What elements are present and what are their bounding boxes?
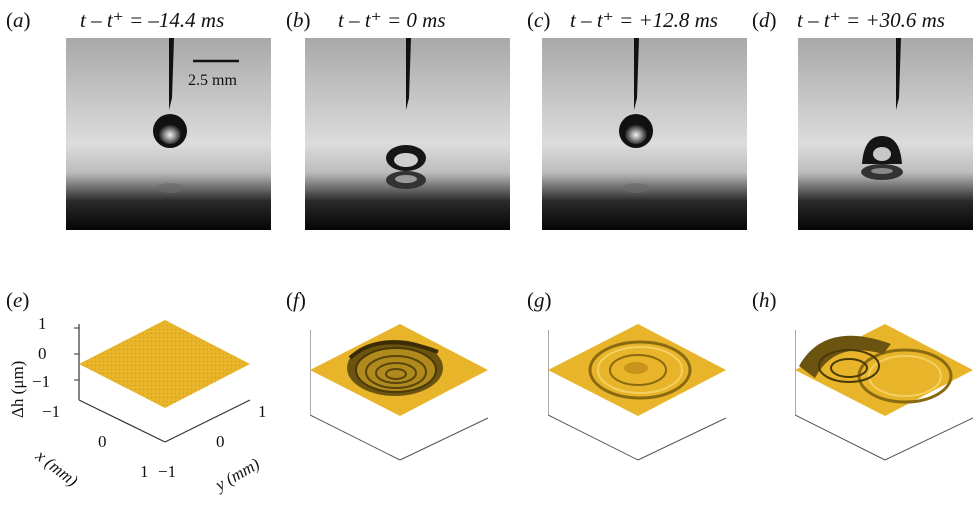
surface-plot-f — [310, 324, 489, 461]
x-tick-0: 0 — [98, 432, 107, 451]
y-tick-neg1: −1 — [158, 462, 177, 481]
panel-label-d: (d) — [752, 8, 777, 32]
drop-photo-d — [798, 38, 973, 230]
surface-plot-e — [74, 320, 251, 443]
x-axis-line — [78, 399, 166, 443]
z-tick-1: 1 — [38, 314, 47, 333]
surface-plot-h — [795, 324, 973, 461]
panel-label-b: (b) — [286, 8, 311, 32]
panel-label-c: (c) — [527, 8, 551, 32]
x-tick-neg1: −1 — [42, 402, 61, 421]
panel-label-h: (h) — [752, 288, 777, 312]
z-axis-label: Δh (μm) — [8, 360, 27, 418]
time-label-a: t – t⁺ = –14.4 ms — [80, 8, 225, 32]
panel-label-g: (g) — [527, 288, 552, 312]
time-label-d: t – t⁺ = +30.6 ms — [797, 8, 945, 32]
drop-photo-c — [542, 38, 747, 230]
drop-photo-a — [66, 38, 271, 230]
panel-label-e: (e) — [6, 288, 30, 312]
y-tick-0: 0 — [216, 432, 225, 451]
scale-bar-label: 2.5 mm — [188, 72, 237, 89]
time-label-b: t – t⁺ = 0 ms — [338, 8, 446, 32]
surface-plot-g — [548, 324, 727, 461]
y-tick-1: 1 — [258, 402, 267, 421]
needle — [169, 38, 174, 110]
y-axis-line — [164, 399, 251, 443]
flat-surface — [79, 320, 250, 408]
z-tick-0: 0 — [38, 344, 47, 363]
z-tick-neg1: −1 — [32, 372, 51, 391]
drop-photo-b — [305, 38, 510, 230]
panel-label-a: (a) — [6, 8, 31, 32]
panel-label-f: (f) — [286, 288, 306, 312]
time-label-c: t – t⁺ = +12.8 ms — [570, 8, 718, 32]
x-tick-1: 1 — [140, 462, 149, 481]
